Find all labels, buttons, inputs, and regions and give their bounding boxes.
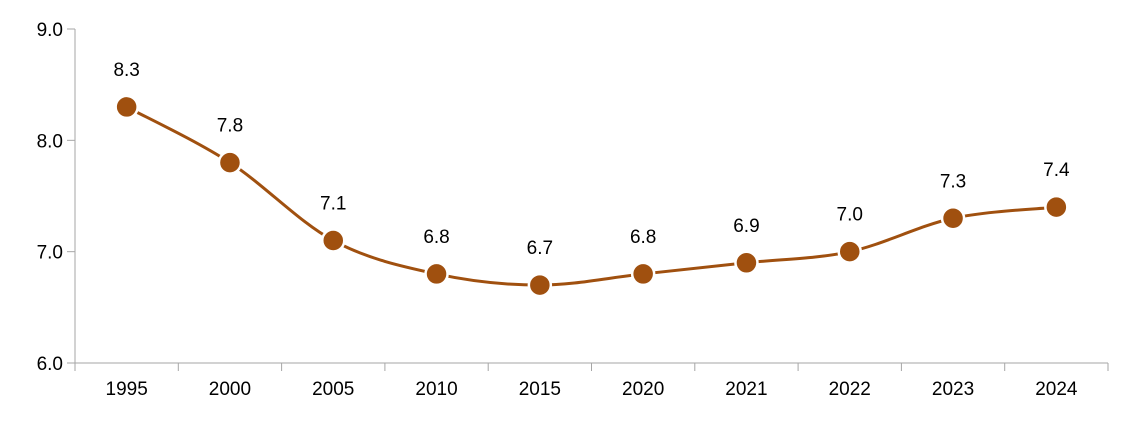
data-point (630, 261, 656, 287)
x-tick-label: 2021 (725, 379, 767, 400)
x-tick-label: 2024 (1035, 379, 1078, 400)
x-tick-label: 2022 (829, 379, 871, 400)
data-label: 6.9 (733, 216, 759, 237)
data-point (217, 150, 243, 175)
series-line (125, 105, 1058, 287)
data-point (114, 94, 139, 120)
data-labels: 8.3 7.8 7.1 6.8 6.7 6.8 6.9 7.0 7.3 7.4 (113, 60, 1070, 259)
data-label: 7.0 (837, 205, 863, 226)
data-label: 7.8 (217, 116, 243, 137)
data-point (527, 272, 553, 298)
data-point (940, 206, 966, 231)
x-tick-label: 2015 (519, 379, 561, 400)
y-tick-label: 8.0 (37, 131, 63, 152)
y-tick-label: 6.0 (37, 354, 63, 375)
y-tick-label: 7.0 (37, 243, 63, 264)
x-tick-label: 1995 (106, 379, 148, 400)
axes: 6.0 7.0 8.0 9.0 1995 2000 2005 2010 2015 2020 2021… (37, 20, 1109, 400)
data-point (837, 239, 862, 264)
data-label: 6.8 (423, 227, 449, 248)
x-tick-label: 2010 (415, 379, 457, 400)
data-point (734, 250, 759, 276)
data-label: 7.4 (1043, 160, 1070, 181)
data-label: 6.7 (527, 238, 553, 259)
x-tick-label: 2020 (622, 379, 664, 400)
x-tick-label: 2023 (932, 379, 974, 400)
x-tick-label: 2005 (312, 379, 354, 400)
y-tick-label: 9.0 (37, 20, 63, 41)
data-label: 7.3 (940, 171, 966, 192)
data-label: 8.3 (113, 60, 139, 81)
data-label: 7.1 (320, 194, 346, 215)
data-point (424, 261, 449, 287)
series-group (114, 94, 1069, 298)
x-tick-label: 2000 (209, 379, 251, 400)
data-point (321, 228, 346, 253)
data-point (1044, 194, 1069, 220)
data-label: 6.8 (630, 227, 656, 248)
